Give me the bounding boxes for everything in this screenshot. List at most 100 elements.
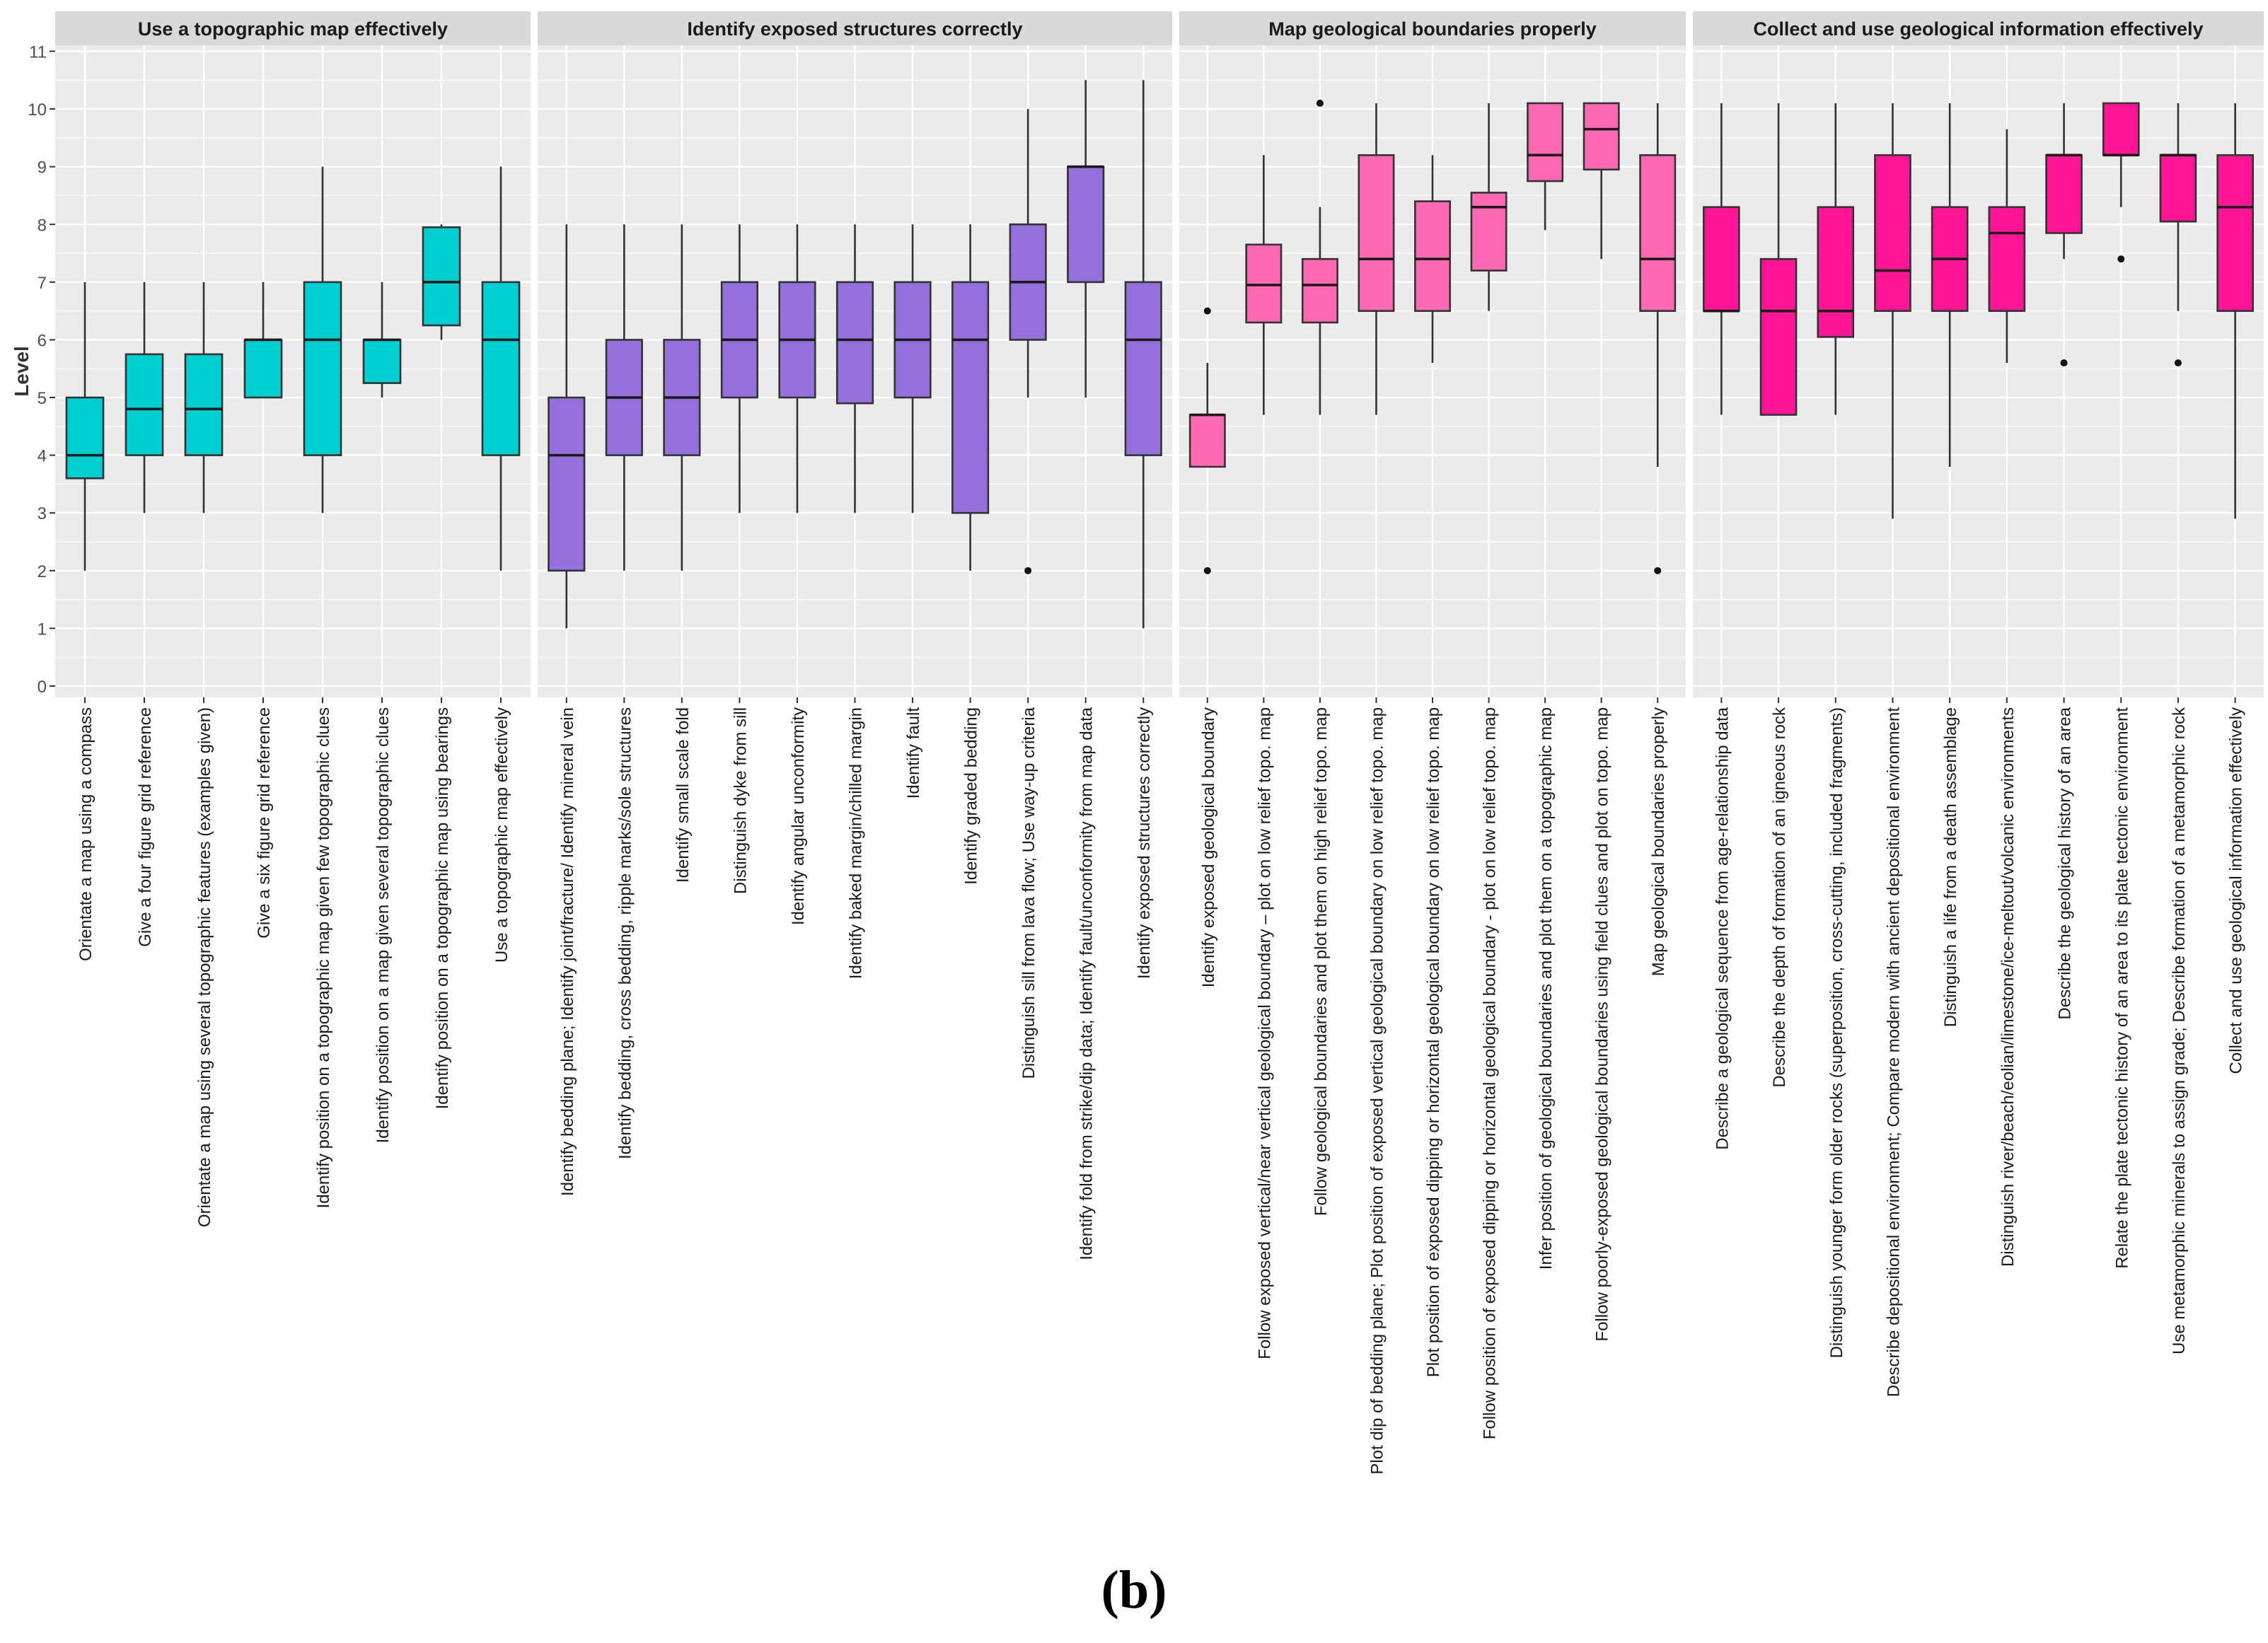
- x-tick-label: Follow geological boundaries and plot th…: [1312, 707, 1331, 1216]
- box-2-1: [548, 224, 586, 629]
- box: [1639, 154, 1677, 312]
- box-2-10: [1067, 80, 1105, 398]
- outlier-point: [1316, 99, 1324, 107]
- box: [1817, 206, 1855, 338]
- box: [1301, 257, 1338, 324]
- panel-title: Collect and use geological information e…: [1753, 18, 2203, 40]
- y-tick-label: 1: [37, 620, 47, 639]
- box: [1124, 281, 1162, 456]
- box: [1988, 206, 2026, 312]
- x-tick-label: Distinguish a life from a death assembla…: [1941, 707, 1960, 1027]
- box: [1470, 192, 1508, 272]
- outlier-point: [2060, 359, 2068, 367]
- x-tick-label: Orientate a map using a compass: [76, 707, 96, 961]
- panel-strip: [1693, 11, 2264, 45]
- box-3-3: [1301, 99, 1338, 415]
- box-3-7: [1527, 102, 1564, 231]
- panel-1: Use a topographic map effectively Orienta…: [55, 11, 531, 1227]
- x-tick-label: Identify graded bedding: [962, 707, 981, 885]
- box-4-3: [1817, 103, 1855, 415]
- box-3-9: [1639, 103, 1677, 574]
- panel-2: Identify exposed structures correctly Ide…: [538, 11, 1172, 1260]
- box-1-5: [303, 166, 342, 513]
- box: [1874, 154, 1911, 312]
- outlier-point: [1024, 567, 1032, 574]
- x-tick-label: Distinguish younger form older rocks (su…: [1827, 707, 1846, 1358]
- x-tick-label: Give a six figure grid reference: [255, 707, 274, 939]
- box-2-4: [720, 224, 758, 513]
- x-tick-label: Identify angular unconformity: [789, 707, 808, 925]
- box-2-2: [605, 224, 643, 571]
- y-tick-label: 2: [37, 562, 47, 581]
- box-3-8: [1583, 102, 1620, 260]
- x-tick-label: Distinguish sill from lava flow; Use way…: [1019, 707, 1038, 1079]
- x-tick-label: Collect and use geological information e…: [2227, 707, 2246, 1074]
- x-tick-label: Identify fault: [904, 707, 923, 799]
- y-tick-label: 8: [37, 216, 47, 235]
- box-4-9: [2159, 103, 2197, 367]
- x-tick-label: Identify position on a topographic map u…: [433, 707, 452, 1109]
- box: [125, 353, 164, 456]
- box: [1245, 243, 1283, 324]
- box: [1703, 206, 1740, 312]
- box-4-1: [1703, 103, 1740, 415]
- x-tick-label: Relate the plate tectonic history of an …: [2112, 707, 2131, 1269]
- y-tick-label: 4: [37, 447, 47, 466]
- box-3-1: [1188, 307, 1226, 574]
- box-2-8: [951, 224, 990, 571]
- box: [303, 281, 342, 456]
- box: [2102, 102, 2140, 156]
- box: [422, 226, 461, 327]
- x-tick-label: Identify fold from strike/dip data; Iden…: [1077, 707, 1097, 1260]
- x-tick-label: Use metamorphic minerals to assign grade…: [2170, 707, 2189, 1354]
- x-tick-label: Identify baked margin/chilled margin: [847, 707, 866, 979]
- box-4-10: [2216, 103, 2254, 519]
- box-2-3: [663, 224, 701, 571]
- panel-title: Use a topographic map effectively: [138, 18, 448, 40]
- y-tick-label: 0: [37, 678, 47, 697]
- x-tick-label: Give a four figure grid reference: [136, 707, 155, 947]
- x-tick-label: Plot position of exposed dipping or hori…: [1424, 707, 1443, 1377]
- box: [1188, 414, 1226, 468]
- x-tick-label: Follow exposed vertical/near vertical ge…: [1255, 707, 1274, 1359]
- box: [184, 353, 224, 456]
- box-4-4: [1874, 103, 1911, 519]
- panel-title: Identify exposed structures correctly: [687, 18, 1022, 40]
- panel-strip: [1179, 11, 1686, 45]
- box-4-2: [1759, 103, 1798, 416]
- x-tick-label: Infer position of geological boundaries …: [1537, 707, 1556, 1270]
- box: [2159, 154, 2197, 223]
- x-tick-label: Describe the depth of formation of an ig…: [1770, 707, 1789, 1088]
- box: [65, 396, 105, 480]
- x-tick-label: Identify exposed structures correctly: [1135, 707, 1154, 979]
- panel-strip: [538, 11, 1172, 45]
- box: [243, 339, 283, 399]
- x-tick-label: Identify bedding plane; Identify joint/f…: [558, 707, 577, 1196]
- x-tick-label: Use a topographic map effectively: [492, 707, 511, 963]
- x-tick-label: Describe the geological history of an ar…: [2056, 707, 2075, 1019]
- box-4-8: [2102, 102, 2140, 263]
- box: [548, 396, 586, 572]
- box-2-7: [893, 224, 932, 513]
- x-tick-label: Identify position on a topographic map g…: [314, 707, 333, 1208]
- x-tick-label: Follow position of exposed dipping or ho…: [1481, 707, 1500, 1439]
- x-tick-label: Identify position on a map given several…: [374, 707, 393, 1143]
- y-tick-label: 10: [28, 100, 47, 120]
- box-3-4: [1358, 103, 1395, 415]
- x-tick-label: Follow poorly-exposed geological boundar…: [1593, 707, 1612, 1342]
- panel-strip: [55, 11, 531, 45]
- box-2-9: [1009, 109, 1047, 574]
- box-4-5: [1931, 103, 1969, 467]
- box: [835, 281, 874, 405]
- y-tick-label: 5: [37, 389, 47, 408]
- box-1-2: [125, 281, 164, 513]
- box-4-7: [2045, 103, 2083, 367]
- box: [1358, 154, 1395, 312]
- y-tick-label: 6: [37, 331, 47, 350]
- box: [1583, 102, 1620, 171]
- box: [481, 281, 521, 456]
- x-tick-label: Distinguish dyke from sill: [731, 707, 750, 894]
- caption-text: (b): [1101, 1560, 1167, 1620]
- outlier-point: [2174, 359, 2182, 367]
